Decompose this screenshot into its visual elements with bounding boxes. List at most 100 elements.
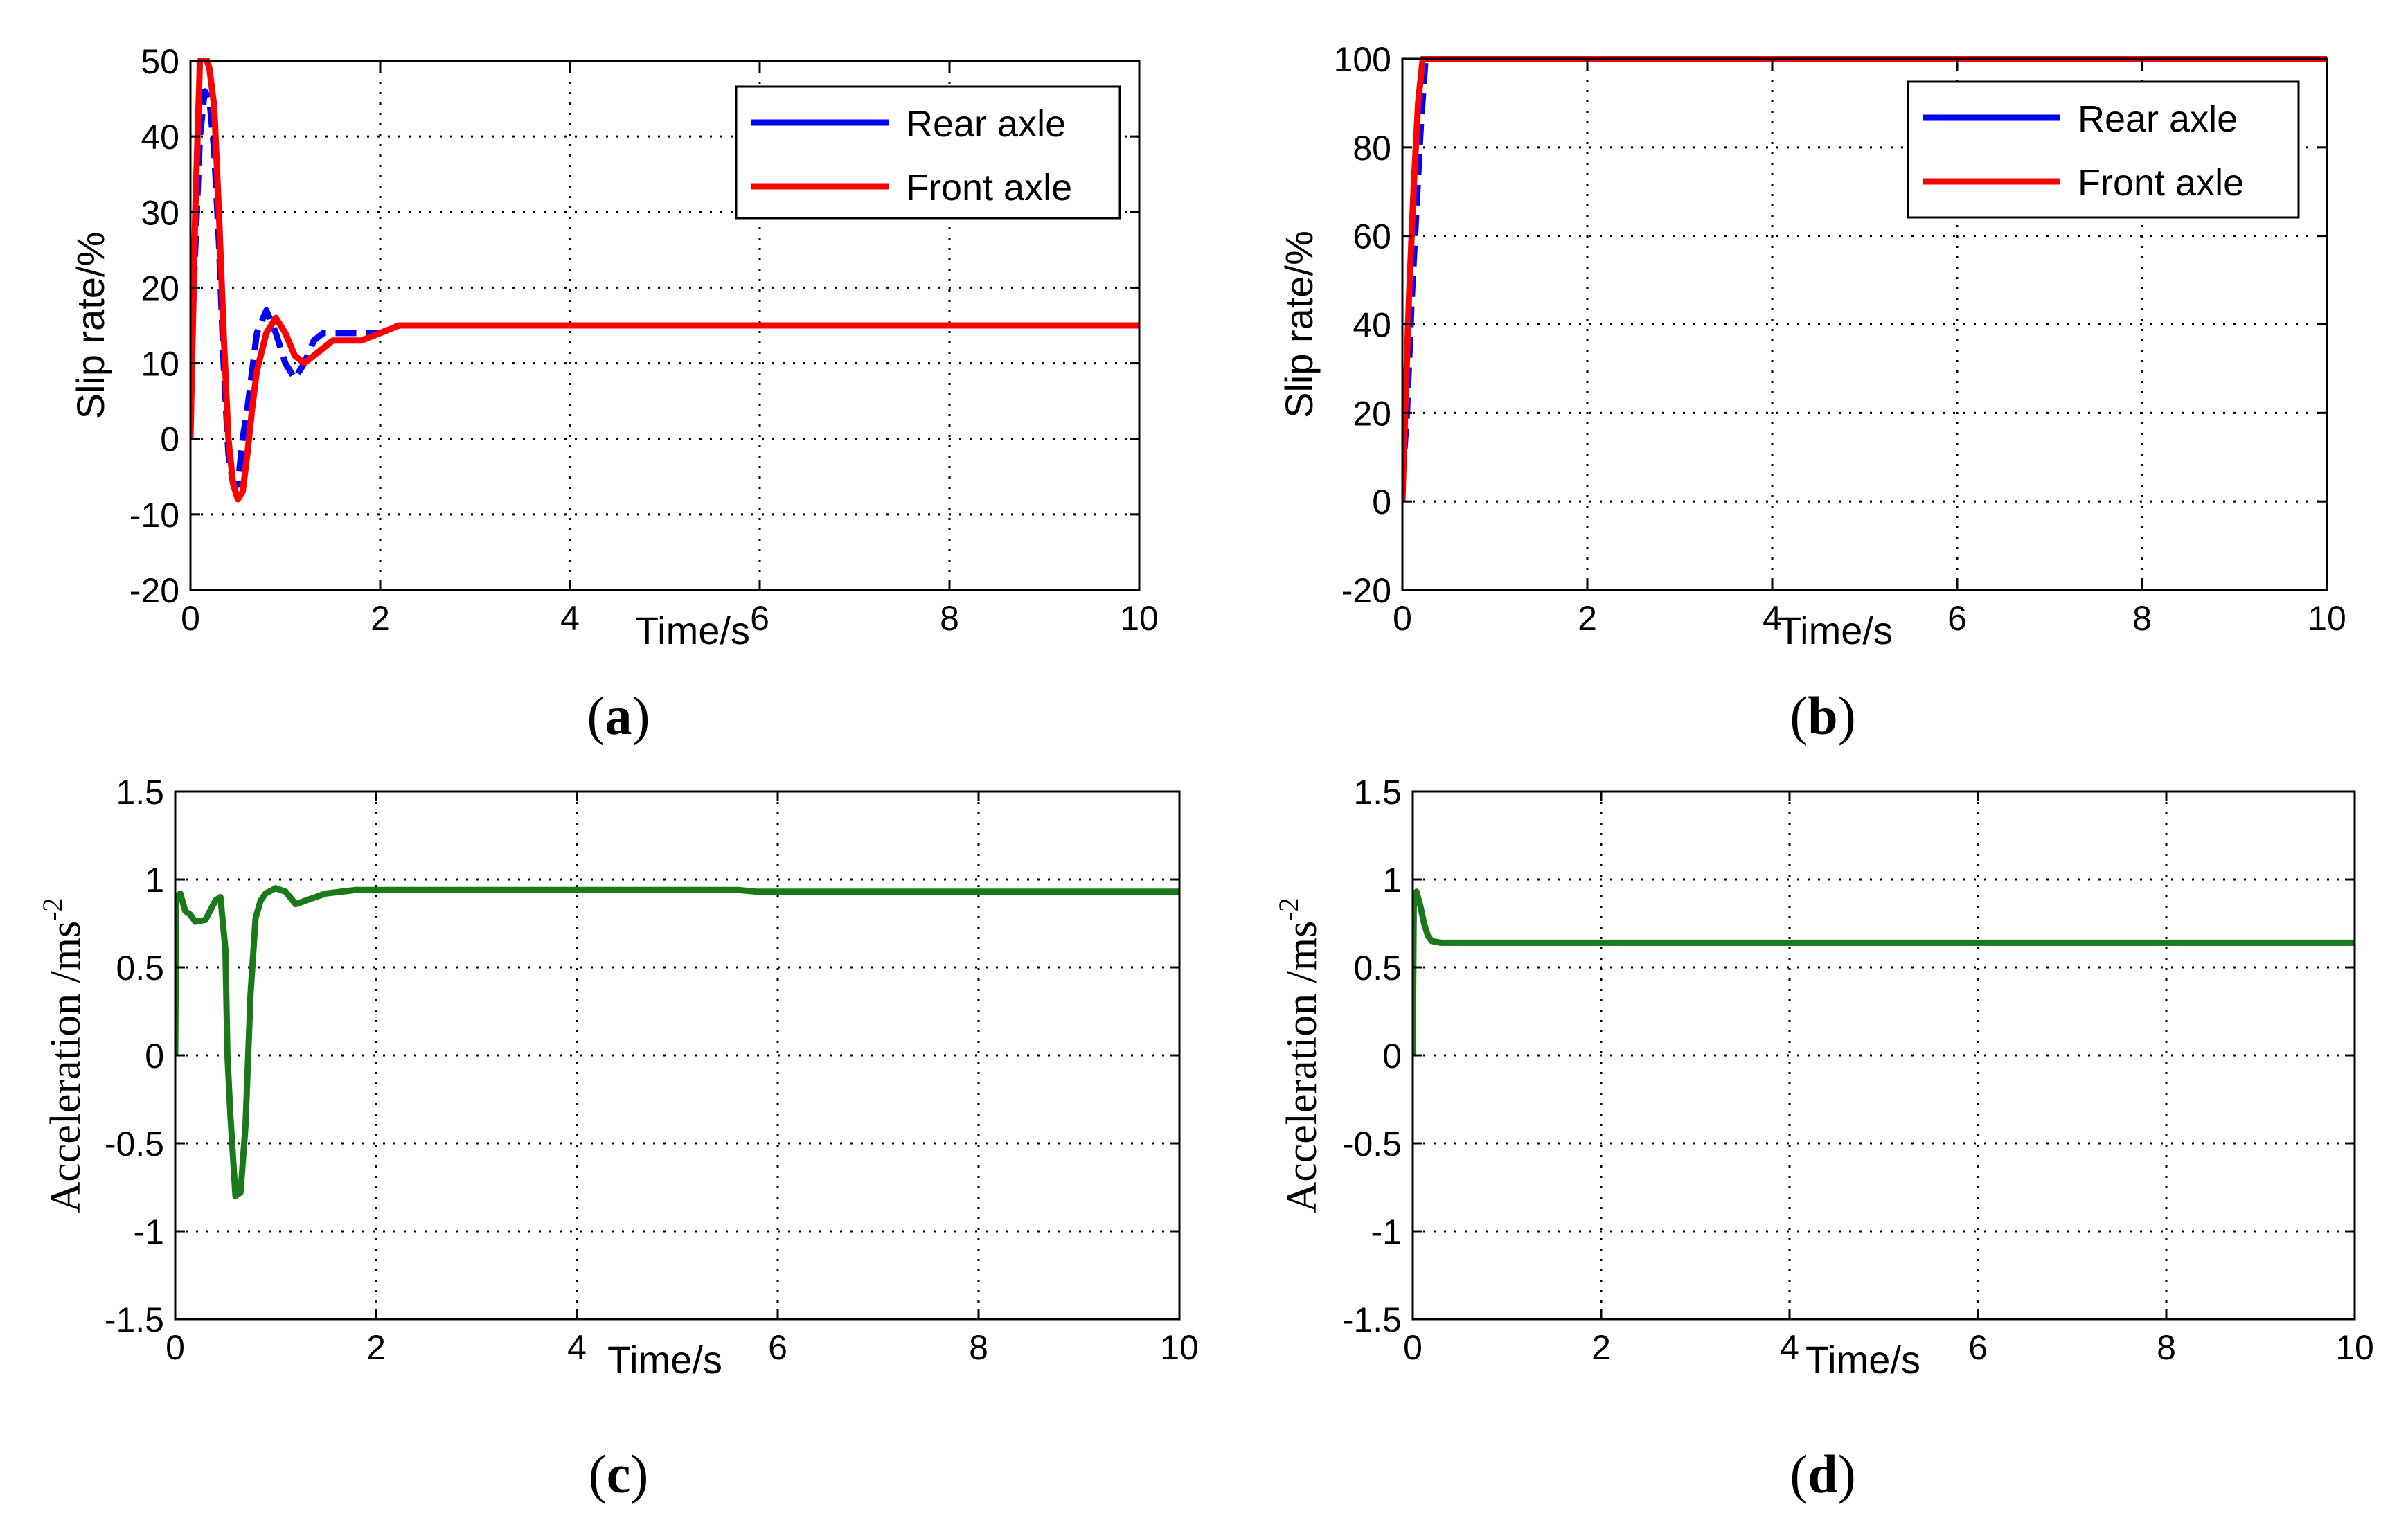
y-tick-label: 1	[1382, 861, 1402, 900]
y-axis-label-text: Acceleration /ms	[1278, 921, 1326, 1213]
y-tick-label: 20	[1353, 394, 1391, 433]
x-tick-label: 10	[1160, 1328, 1199, 1367]
caption-paren-open: (	[589, 1444, 607, 1504]
x-axis-label: Time/s	[1805, 1338, 1920, 1382]
y-tick-label: -20	[1341, 571, 1391, 610]
y-axis-label: Acceleration /ms-2	[1273, 897, 1326, 1213]
chart-c: 0 2 4 6 8 10 -1.5 -1 -0.5 0 0.5 1 1.5 Time/s Accelerat…	[37, 773, 1199, 1504]
y-tick-label: 1	[145, 861, 164, 900]
y-axis-label-superscript: -2	[1273, 897, 1304, 920]
y-axis-label-text: Slip rate/%	[69, 232, 112, 420]
y-tick-label: 0	[1382, 1037, 1402, 1075]
x-tick-label: 0	[166, 1328, 185, 1367]
x-tick-label: 10	[2335, 1328, 2374, 1367]
x-tick-label: 6	[1968, 1328, 1988, 1367]
panel-caption: (d)	[1790, 1444, 1855, 1504]
chart-a: 0 2 4 6 8 10 -20 -10 0 10 20 30 40 50 Time/s Slip rate/…	[69, 42, 1159, 746]
caption-paren-close: )	[630, 1444, 648, 1504]
y-tick-label: 40	[141, 118, 179, 157]
y-axis-label: Slip rate/%	[1277, 231, 1321, 418]
y-tick-label: 0.5	[1353, 949, 1402, 987]
panel-caption: (b)	[1790, 686, 1855, 746]
y-axis-label-text: Slip rate/%	[1277, 231, 1321, 418]
y-tick-label: -1.5	[105, 1300, 164, 1339]
y-tick-label: -0.5	[1342, 1125, 1402, 1163]
caption-paren-close: )	[1838, 686, 1856, 746]
x-tick-label: 2	[1578, 599, 1597, 638]
y-axis-label: Acceleration /ms-2	[37, 897, 89, 1213]
x-axis-label: Time/s	[635, 609, 750, 652]
panel-caption: (c)	[589, 1444, 649, 1504]
x-tick-label: 2	[1591, 1328, 1611, 1367]
y-axis-label-text: Acceleration /ms	[42, 921, 89, 1213]
y-tick-label: 40	[1353, 306, 1391, 345]
x-tick-label: 0	[1403, 1328, 1422, 1367]
plot-frame	[189, 60, 1141, 591]
x-tick-label: 2	[366, 1328, 386, 1367]
caption-paren-close: )	[1838, 1444, 1856, 1504]
legend-label: Front axle	[2078, 162, 2244, 204]
x-tick-label: 6	[1947, 599, 1967, 638]
y-tick-label: -20	[130, 571, 179, 610]
y-axis-label: Slip rate/%	[69, 232, 112, 420]
x-tick-label: 8	[2132, 599, 2152, 638]
legend-label: Rear axle	[2078, 98, 2238, 140]
panel-caption: (a)	[587, 686, 650, 746]
series-line-acceleration	[175, 885, 1179, 1199]
caption-letter: d	[1808, 1444, 1837, 1504]
y-tick-label: -1	[134, 1213, 164, 1251]
y-tick-label: 1.5	[1353, 773, 1402, 812]
legend-box	[735, 85, 1121, 220]
legend: Rear axle Front axle	[735, 85, 1121, 220]
caption-letter: c	[607, 1444, 631, 1504]
caption-paren-open: (	[1790, 1444, 1808, 1504]
y-tick-label: -1	[1371, 1213, 1402, 1251]
y-tick-label: 0	[145, 1037, 164, 1075]
x-tick-label: 6	[750, 599, 769, 638]
y-tick-label: -1.5	[1342, 1300, 1402, 1339]
y-tick-label: -0.5	[105, 1125, 164, 1163]
y-tick-label: 0	[160, 420, 179, 459]
y-tick-label: 0.5	[116, 949, 164, 987]
y-tick-label: -10	[130, 496, 179, 535]
x-tick-label: 4	[567, 1328, 587, 1367]
y-tick-label: 60	[1353, 217, 1391, 256]
y-tick-label: 80	[1353, 129, 1391, 168]
x-tick-label: 8	[2157, 1328, 2176, 1367]
x-tick-label: 4	[1780, 1328, 1799, 1367]
x-tick-label: 6	[768, 1328, 787, 1367]
y-tick-label: 100	[1334, 40, 1391, 79]
x-tick-label: 8	[969, 1328, 988, 1367]
y-tick-label: 10	[141, 345, 179, 384]
caption-letter: a	[605, 686, 632, 746]
legend-label: Front axle	[906, 167, 1072, 208]
y-tick-label: 20	[141, 269, 179, 307]
series-line-front-axle	[190, 58, 1139, 503]
y-tick-label: 0	[1372, 483, 1391, 521]
caption-paren-open: (	[1790, 686, 1808, 746]
x-tick-label: 10	[2308, 599, 2346, 638]
y-axis-label-superscript: -2	[37, 897, 68, 920]
legend-box	[1907, 80, 2300, 219]
legend-label: Rear axle	[906, 103, 1066, 145]
caption-paren-close: )	[632, 686, 650, 746]
legend: Rear axle Front axle	[1907, 80, 2300, 219]
x-tick-label: 0	[1393, 599, 1412, 638]
x-tick-label: 8	[940, 599, 959, 638]
caption-letter: b	[1808, 686, 1837, 746]
x-tick-label: 4	[1763, 599, 1782, 638]
x-tick-label: 2	[371, 599, 390, 638]
y-tick-label: 50	[141, 42, 179, 81]
y-tick-label: 30	[141, 193, 179, 232]
x-axis-label: Time/s	[607, 1338, 722, 1382]
x-axis-label: Time/s	[1778, 609, 1893, 652]
y-tick-label: 1.5	[116, 773, 164, 812]
x-tick-label: 10	[1120, 599, 1159, 638]
chart-d: 0 2 4 6 8 10 -1.5 -1 -0.5 0 0.5 1 1.5 Time/s Accelerat…	[1273, 773, 2374, 1504]
x-tick-label: 4	[560, 599, 580, 638]
caption-paren-open: (	[587, 686, 605, 746]
x-tick-label: 0	[181, 599, 200, 638]
series-line-acceleration	[1413, 888, 2355, 1056]
